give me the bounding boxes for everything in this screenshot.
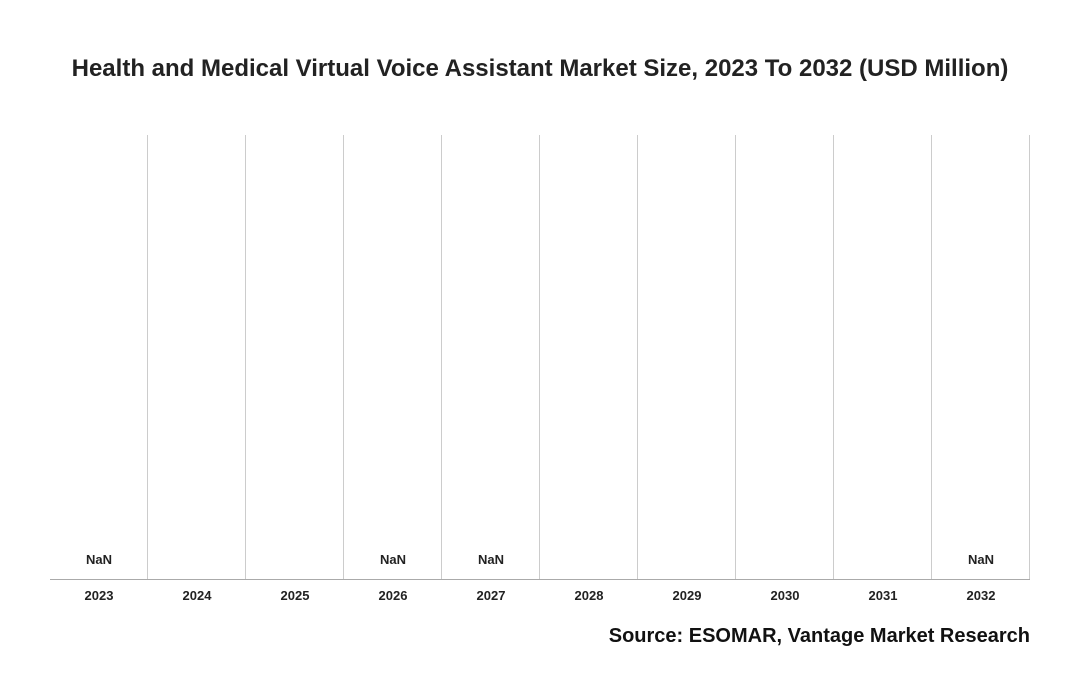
chart-title: Health and Medical Virtual Voice Assista… — [50, 55, 1030, 83]
x-axis-label: 2029 — [638, 588, 736, 603]
grid-column — [638, 135, 736, 579]
x-axis-label: 2031 — [834, 588, 932, 603]
grid-column — [540, 135, 638, 579]
grid-column — [442, 135, 540, 579]
grid-column — [246, 135, 344, 579]
x-axis-label: 2025 — [246, 588, 344, 603]
plot-area — [50, 135, 1030, 580]
x-axis-label: 2024 — [148, 588, 246, 603]
grid-column — [736, 135, 834, 579]
grid-column — [834, 135, 932, 579]
value-label: NaN — [442, 552, 540, 567]
x-axis-label: 2023 — [50, 588, 148, 603]
grid-column — [932, 135, 1030, 579]
value-label: NaN — [932, 552, 1030, 567]
x-axis-label: 2032 — [932, 588, 1030, 603]
chart-container: Health and Medical Virtual Voice Assista… — [0, 0, 1080, 700]
x-axis-label: 2027 — [442, 588, 540, 603]
x-axis-label: 2030 — [736, 588, 834, 603]
x-axis-label: 2028 — [540, 588, 638, 603]
source-attribution: Source: ESOMAR, Vantage Market Research — [50, 625, 1030, 648]
value-label: NaN — [344, 552, 442, 567]
grid-column — [148, 135, 246, 579]
x-axis-label: 2026 — [344, 588, 442, 603]
grid-column — [344, 135, 442, 579]
grid-column — [50, 135, 148, 579]
value-label: NaN — [50, 552, 148, 567]
